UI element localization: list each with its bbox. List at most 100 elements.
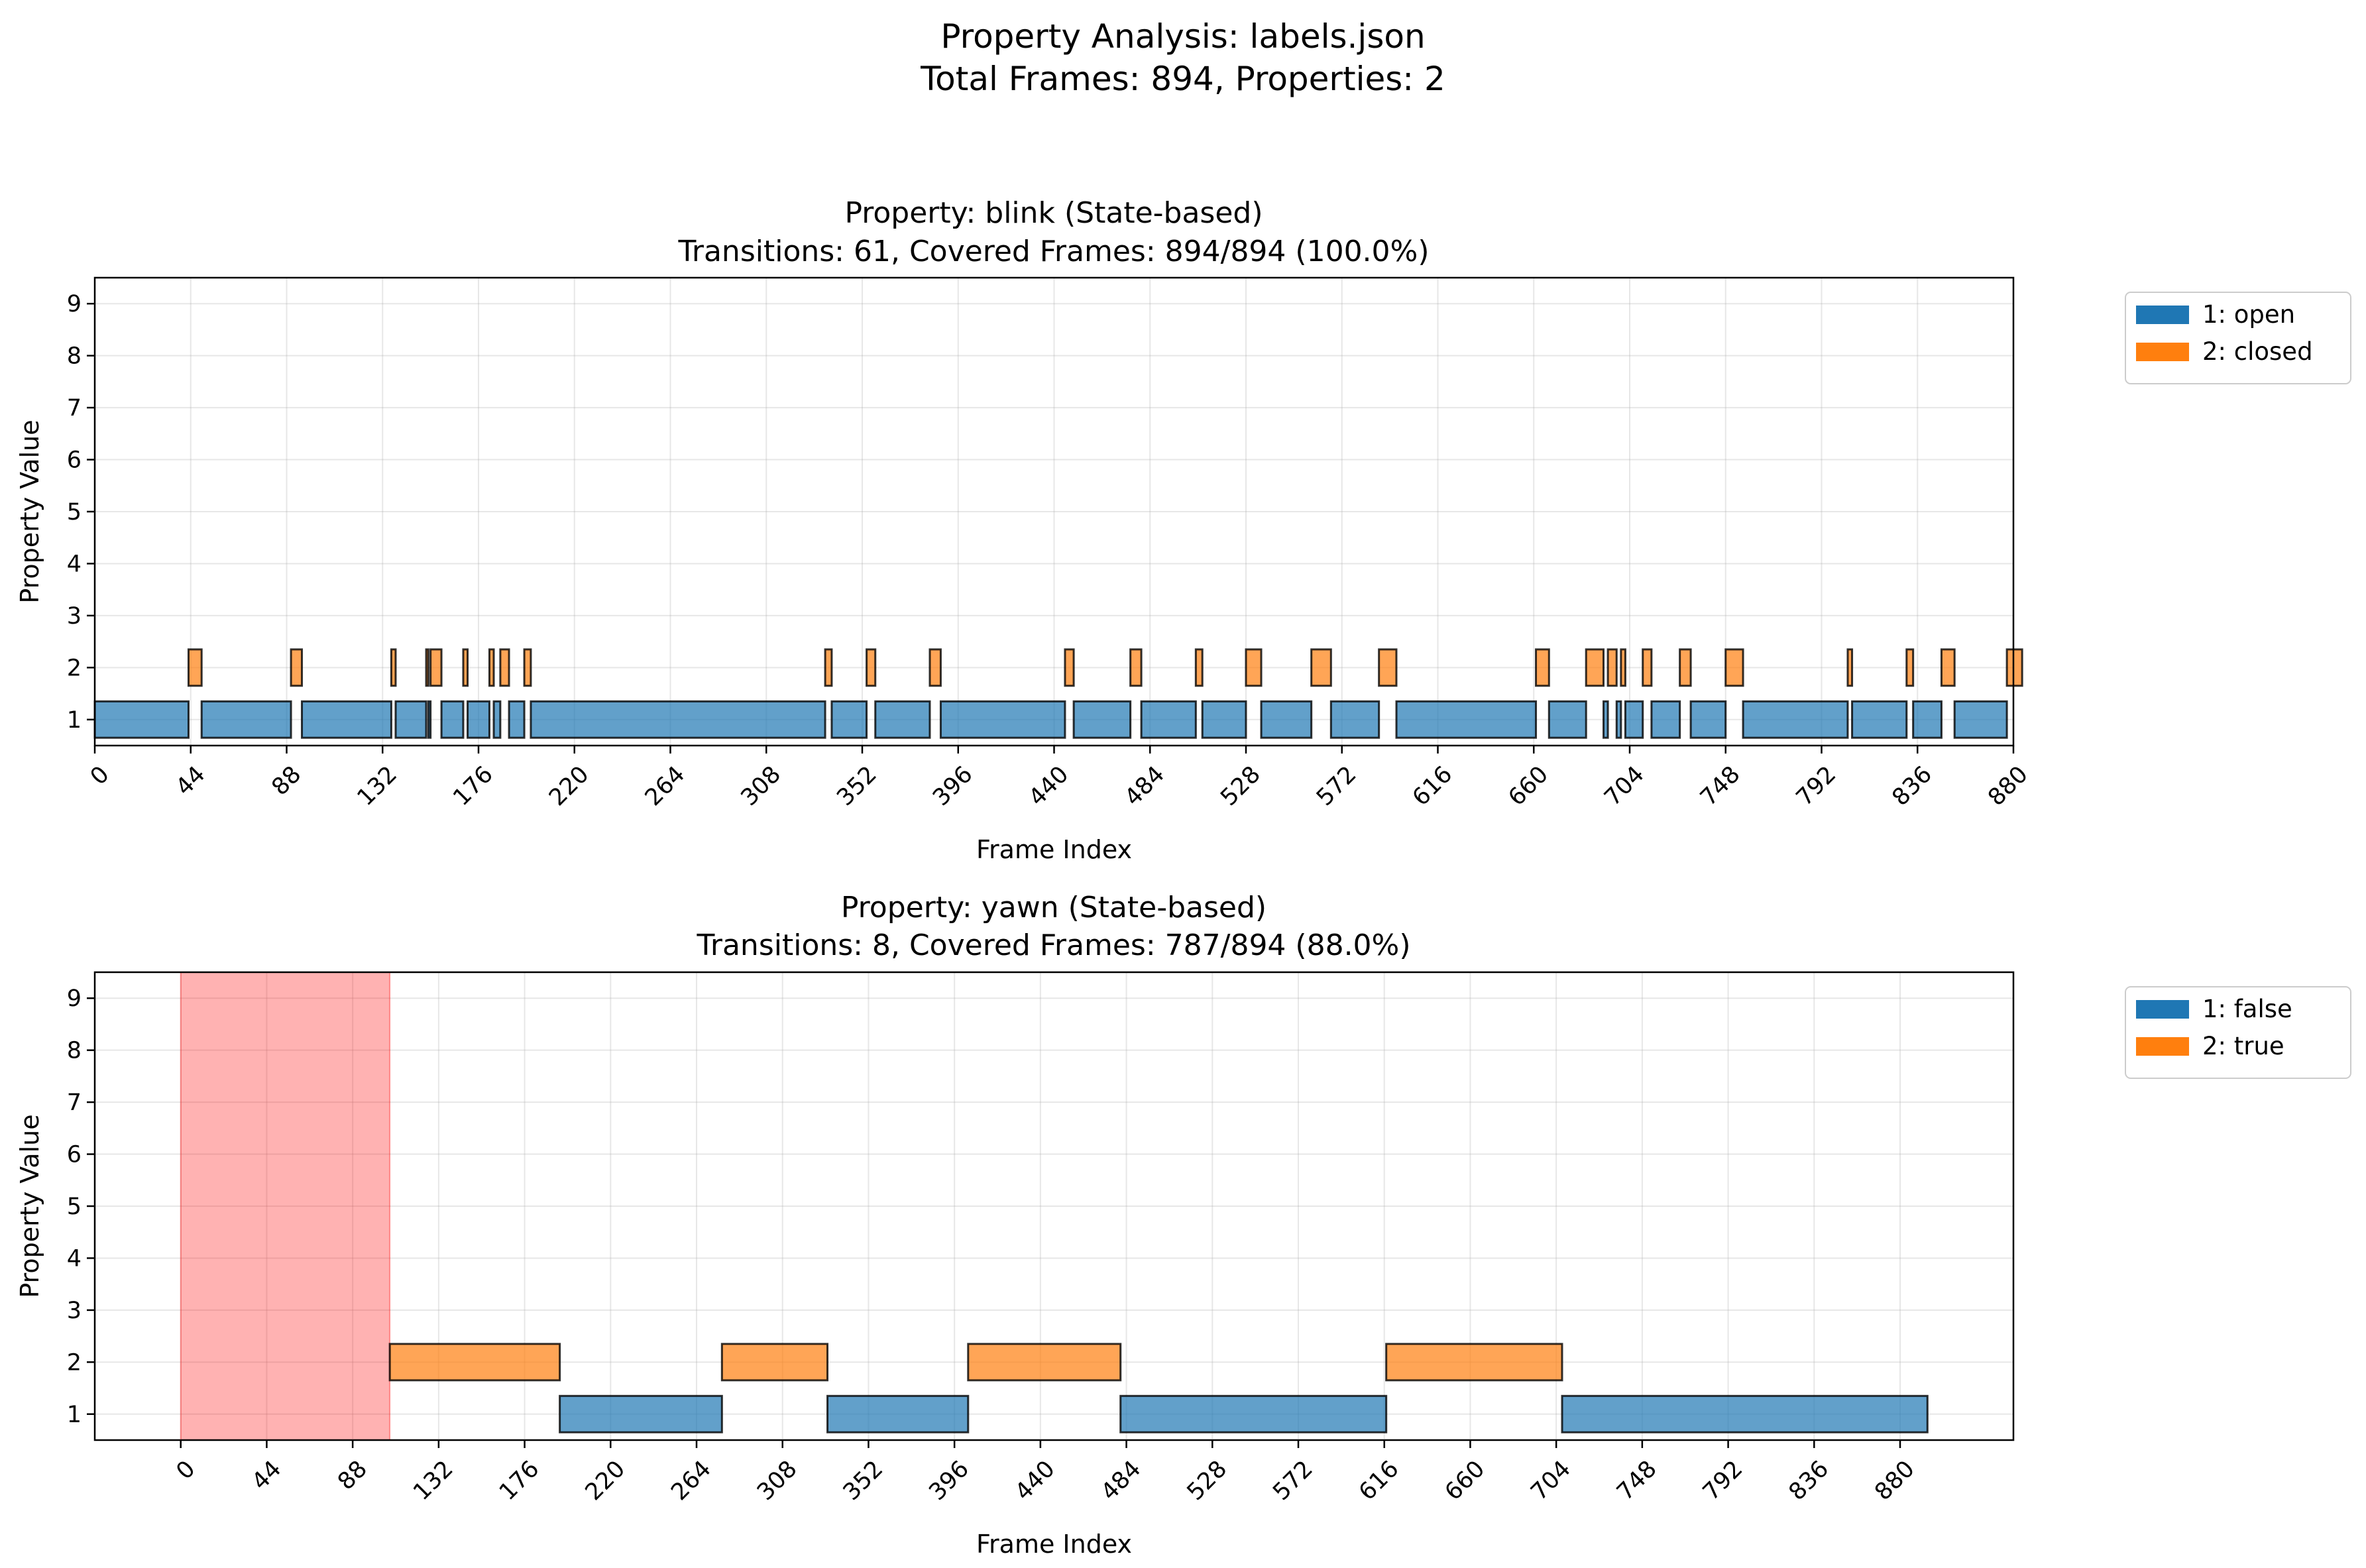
yawn-x-tick-label: 572 [1268,1456,1318,1506]
blink-segment-value-2 [1129,648,1143,687]
blink-segment-value-1 [492,700,502,739]
yawn-uncovered-regions [180,972,391,1441]
yawn-legend: 1: false 2: true [2125,986,2351,1079]
blink-segment-value-2 [1535,648,1550,687]
yawn-x-tick-label: 396 [925,1456,975,1506]
blink-segment-value-2 [1310,648,1332,687]
yawn-y-tick-label: 9 [67,985,82,1012]
blink-panel: Property: blink (State-based) Transition… [15,196,2351,864]
blink-segment-value-1 [1650,700,1681,739]
blink-segment-value-1 [440,700,465,739]
yawn-segment-value-1 [1119,1394,1388,1433]
blink-title-line2: Transitions: 61, Covered Frames: 894/894… [677,235,1429,268]
blink-x-tick-label: 704 [1599,761,1650,812]
blink-y-tick-label: 1 [67,707,82,734]
yawn-y-tick-label: 6 [67,1142,82,1168]
yawn-x-tick-label: 528 [1182,1456,1233,1506]
blink-segment-value-2 [2005,648,2023,687]
yawn-segment-value-2 [1385,1343,1563,1382]
yawn-x-tick-label: 176 [494,1456,545,1506]
yawn-x-tick-label: 484 [1096,1456,1147,1506]
blink-x-tick-label: 792 [1791,761,1842,812]
blink-segment-value-2 [1905,648,1915,687]
blink-y-tick-label: 6 [67,447,82,474]
blink-segment-value-2 [1724,648,1744,687]
yawn-x-tick-label: 132 [408,1456,459,1506]
blink-segment-value-2 [425,648,429,687]
yawn-legend-label: 1: false [2202,995,2292,1023]
blink-segment-value-1 [1603,700,1609,739]
yawn-segment-value-2 [388,1343,561,1382]
figure-title-line1: Property Analysis: labels.json [940,17,1425,56]
blink-legend-swatch [2136,306,2189,324]
blink-segment-value-1 [1615,700,1622,739]
yawn-uncovered-region [180,972,391,1441]
blink-segment-value-1 [394,700,427,739]
blink-x-tick-label: 352 [832,761,882,812]
blink-segment-value-2 [1064,648,1075,687]
blink-legend-swatch [2136,343,2189,361]
yawn-legend-label: 2: true [2202,1032,2284,1060]
yawn-segment-value-1 [1561,1394,1929,1433]
yawn-x-tick-label: 264 [666,1456,716,1506]
blink-x-tick-label: 484 [1120,761,1170,812]
blink-segment-value-1 [1201,700,1247,739]
blink-segment-value-1 [1624,700,1644,739]
blink-x-tick-label: 572 [1312,761,1362,812]
blink-x-tick-label: 836 [1887,761,1938,812]
blink-y-tick-label: 8 [67,343,82,370]
blink-segment-value-2 [1620,648,1626,687]
blink-x-axis-label: Frame Index [976,835,1132,864]
blink-segment-value-1 [93,700,190,739]
yawn-x-tick-label: 836 [1784,1456,1834,1506]
yawn-x-tick-label: 704 [1526,1456,1577,1506]
blink-segment-value-2 [1940,648,1956,687]
blink-segment-value-1 [301,700,392,739]
blink-x-ticks: 0 44 88 132 176 220 264 308 352 396 440 484 528 572 61… [85,746,2033,811]
blink-y-tick-label: 5 [67,499,82,526]
blink-segment-value-1 [427,700,432,739]
blink-segment-value-2 [866,648,877,687]
yawn-x-tick-label: 88 [333,1456,372,1496]
yawn-x-axis-label: Frame Index [976,1530,1132,1559]
blink-segment-value-1 [1140,700,1197,739]
blink-x-tick-label: 132 [353,761,403,812]
blink-y-tick-label: 2 [67,655,82,681]
blink-segment-value-2 [1679,648,1692,687]
blink-segment-value-1 [1689,700,1727,739]
blink-x-tick-label: 44 [171,761,211,801]
blink-segment-value-1 [1329,700,1380,739]
blink-x-tick-label: 616 [1408,761,1458,812]
blink-legend-label: 2: closed [2202,337,2313,366]
blink-segment-value-2 [488,648,495,687]
blink-y-tick-label: 3 [67,603,82,630]
yawn-y-tick-label: 1 [67,1402,82,1428]
yawn-y-ticks: 1 2 3 4 5 6 7 8 9 [67,985,95,1428]
yawn-x-tick-label: 880 [1870,1456,1920,1506]
yawn-title-line2: Transitions: 8, Covered Frames: 787/894 … [696,928,1410,962]
yawn-segment-value-1 [559,1394,723,1433]
yawn-y-tick-label: 5 [67,1194,82,1220]
blink-segment-value-1 [467,700,490,739]
blink-segment-value-2 [290,648,304,687]
yawn-title-line1: Property: yawn (State-based) [841,891,1267,924]
blink-segment-value-1 [530,700,826,739]
blink-segment-value-1 [508,700,526,739]
blink-segment-value-2 [1606,648,1618,687]
blink-x-tick-label: 748 [1695,761,1746,812]
blink-segment-value-1 [1742,700,1849,739]
blink-y-tick-label: 7 [67,395,82,421]
blink-segment-value-2 [523,648,532,687]
yawn-panel: Property: yawn (State-based) Transitions… [15,891,2351,1559]
blink-segment-value-1 [1072,700,1132,739]
yawn-y-tick-label: 8 [67,1038,82,1064]
blink-segment-value-2 [1846,648,1854,687]
blink-segment-value-2 [1585,648,1605,687]
blink-x-tick-label: 660 [1504,761,1554,812]
yawn-y-axis-label: Property Value [15,1114,44,1298]
blink-segment-value-1 [1548,700,1587,739]
blink-segment-value-2 [929,648,942,687]
blink-segment-value-2 [824,648,833,687]
yawn-segment-value-1 [826,1394,970,1433]
